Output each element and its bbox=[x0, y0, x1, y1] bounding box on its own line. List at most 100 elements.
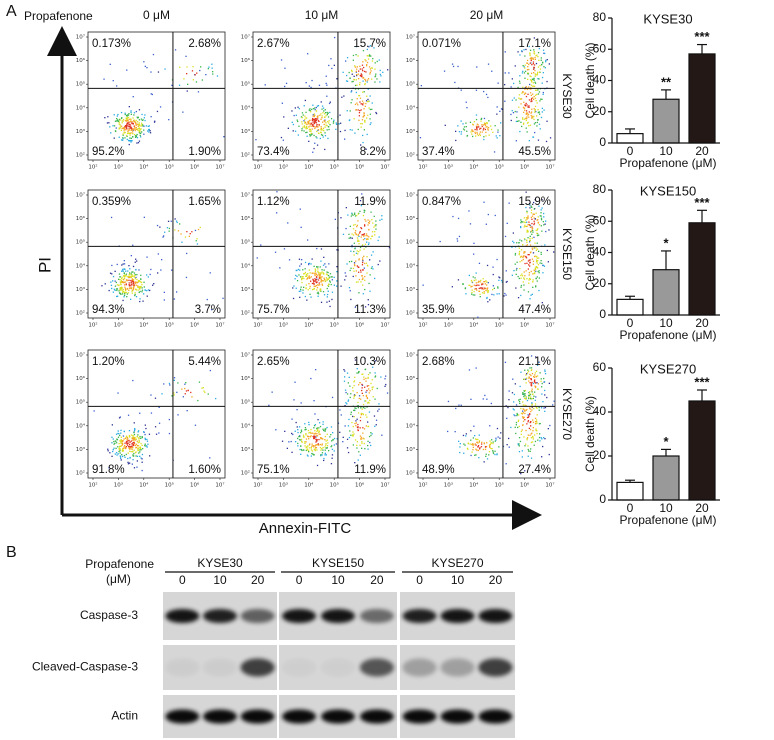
event-dot bbox=[111, 442, 112, 443]
event-dot bbox=[131, 440, 132, 441]
event-dot bbox=[323, 136, 324, 137]
event-dot bbox=[520, 372, 521, 373]
event-dot bbox=[131, 138, 132, 139]
event-dot bbox=[128, 463, 129, 464]
event-dot bbox=[138, 269, 139, 270]
event-dot bbox=[332, 458, 333, 459]
event-dot bbox=[541, 209, 542, 210]
panel-label: A bbox=[6, 3, 17, 20]
event-dot bbox=[312, 105, 313, 106]
event-dot bbox=[324, 431, 325, 432]
event-dot bbox=[360, 98, 361, 99]
event-dot bbox=[363, 108, 364, 109]
event-dot bbox=[210, 272, 211, 273]
event-dot bbox=[484, 395, 485, 396]
x-tick-label: 10³ bbox=[279, 482, 288, 489]
event-dot bbox=[349, 287, 350, 288]
event-dot bbox=[528, 417, 529, 418]
event-dot bbox=[492, 132, 493, 133]
event-dot bbox=[304, 116, 305, 117]
event-dot bbox=[467, 135, 468, 136]
event-dot bbox=[200, 227, 201, 228]
event-dot bbox=[124, 443, 125, 444]
event-dot bbox=[125, 114, 126, 115]
event-dot bbox=[357, 441, 358, 442]
event-dot bbox=[369, 55, 370, 56]
event-dot bbox=[336, 124, 337, 125]
event-dot bbox=[212, 68, 213, 69]
event-dot bbox=[324, 294, 325, 295]
event-dot bbox=[323, 421, 324, 422]
event-dot bbox=[536, 115, 537, 116]
event-dot bbox=[137, 436, 138, 437]
event-dot bbox=[516, 140, 517, 141]
event-dot bbox=[483, 289, 484, 290]
event-dot bbox=[362, 393, 363, 394]
event-dot bbox=[537, 262, 538, 263]
event-dot bbox=[522, 119, 523, 120]
event-dot bbox=[367, 235, 368, 236]
event-dot bbox=[472, 290, 473, 291]
event-dot bbox=[136, 142, 137, 143]
event-dot bbox=[535, 73, 536, 74]
event-dot bbox=[347, 214, 348, 215]
event-dot bbox=[534, 386, 535, 387]
event-dot bbox=[530, 422, 531, 423]
column-header: 20 μM bbox=[470, 8, 504, 22]
event-dot bbox=[470, 455, 471, 456]
event-dot bbox=[141, 124, 142, 125]
event-dot bbox=[523, 221, 524, 222]
event-dot bbox=[119, 122, 120, 123]
event-dot bbox=[534, 64, 535, 65]
event-dot bbox=[317, 268, 318, 269]
event-dot bbox=[134, 112, 135, 113]
event-dot bbox=[361, 236, 362, 237]
event-dot bbox=[311, 447, 312, 448]
y-tick-label: 10⁵ bbox=[76, 399, 85, 406]
event-dot bbox=[323, 110, 324, 111]
event-dot bbox=[331, 118, 332, 119]
event-dot bbox=[533, 383, 534, 384]
group-label: KYSE30 bbox=[197, 556, 243, 570]
event-dot bbox=[353, 433, 354, 434]
event-dot bbox=[530, 236, 531, 237]
quadrant-percentage: 2.65% bbox=[257, 356, 290, 368]
event-dot bbox=[537, 220, 538, 221]
event-dot bbox=[528, 222, 529, 223]
event-dot bbox=[316, 431, 317, 432]
event-dot bbox=[120, 452, 121, 453]
event-dot bbox=[461, 133, 462, 134]
event-dot bbox=[331, 426, 332, 427]
event-dot bbox=[115, 130, 116, 131]
event-dot bbox=[127, 288, 128, 289]
event-dot bbox=[297, 438, 298, 439]
event-dot bbox=[327, 138, 328, 139]
x-axis-title: Propafenone (μM) bbox=[620, 156, 717, 170]
event-dot bbox=[178, 230, 179, 231]
event-dot bbox=[538, 251, 539, 252]
event-dot bbox=[380, 70, 381, 71]
event-dot bbox=[440, 241, 441, 242]
event-dot bbox=[520, 275, 521, 276]
event-dot bbox=[362, 387, 363, 388]
event-dot bbox=[160, 106, 161, 107]
event-dot bbox=[295, 431, 296, 432]
x-tick-label: 10⁷ bbox=[215, 164, 224, 171]
event-dot bbox=[147, 296, 148, 297]
x-tick-label: 10⁴ bbox=[304, 164, 314, 171]
event-dot bbox=[536, 125, 537, 126]
event-dot bbox=[324, 278, 325, 279]
event-dot bbox=[381, 215, 382, 216]
x-axis-title: Propafenone (μM) bbox=[620, 513, 717, 527]
event-dot bbox=[111, 285, 112, 286]
event-dot bbox=[357, 239, 358, 240]
event-dot bbox=[137, 460, 138, 461]
event-dot bbox=[332, 292, 333, 293]
event-dot bbox=[131, 449, 132, 450]
event-dot bbox=[539, 65, 540, 66]
event-dot bbox=[365, 106, 366, 107]
event-dot bbox=[541, 263, 542, 264]
event-dot bbox=[185, 393, 186, 394]
event-dot bbox=[514, 394, 515, 395]
event-dot bbox=[202, 79, 203, 80]
